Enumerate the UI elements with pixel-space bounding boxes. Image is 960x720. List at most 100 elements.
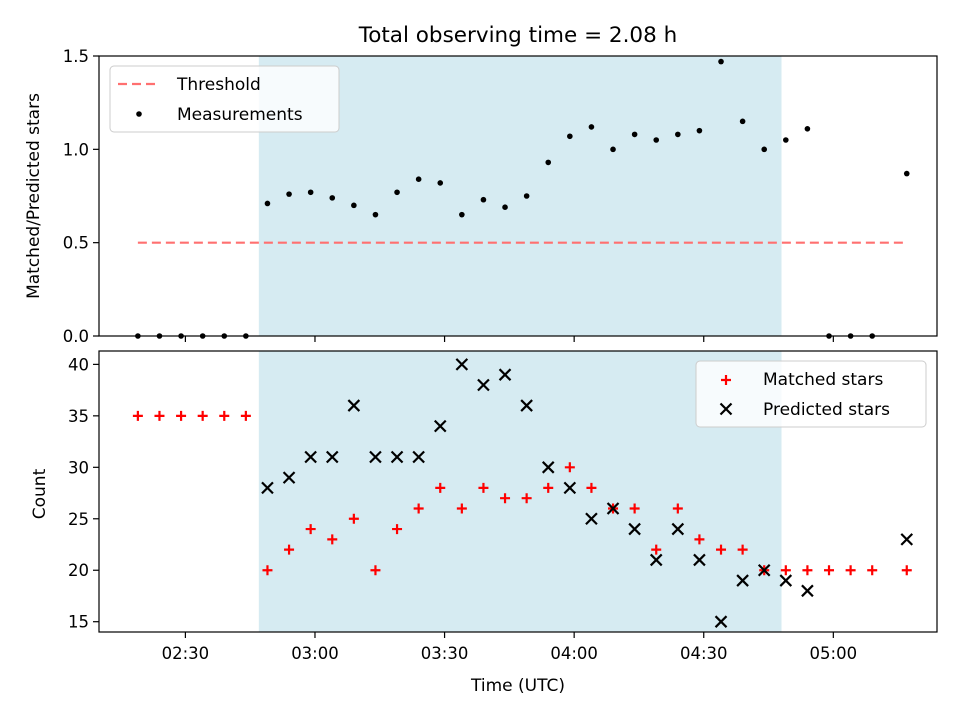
legend-measurement-label: Measurements (177, 105, 303, 125)
predicted-star-marker (520, 399, 533, 412)
matched-star-marker (478, 482, 489, 493)
matched-star-marker (586, 482, 597, 493)
y-tick-label: 1.0 (63, 140, 89, 159)
predicted-star-marker (347, 399, 361, 412)
matched-star-marker (672, 503, 683, 514)
measurement-point (307, 189, 314, 196)
top-panel: Matched/Predicted stars 0.0 0.5 1.0 1.5 Thre… (24, 47, 938, 346)
predicted-star-marker (585, 512, 598, 526)
measurement-point (545, 159, 552, 166)
x-tick-label: 04:00 (550, 644, 598, 663)
legend-matched-swatch (721, 375, 731, 385)
matched-star-marker (737, 544, 748, 555)
y-tick-label: 30 (68, 458, 89, 477)
x-axis-label: Time (UTC) (470, 676, 565, 696)
top-y-axis-label: Matched/Predicted stars (24, 93, 44, 299)
predicted-star-marker (455, 358, 469, 371)
matched-star-marker (901, 565, 912, 576)
predicted-star-marker (433, 419, 447, 433)
y-tick-label: 25 (68, 510, 89, 529)
predicted-star-marker (325, 450, 339, 464)
measurement-point (653, 137, 660, 143)
y-tick-label: 0.5 (63, 234, 89, 253)
legend-predicted-swatch (719, 402, 733, 416)
legend-predicted-label: Predicted stars (763, 400, 890, 420)
predicted-star-marker (714, 615, 728, 628)
y-tick-label: 0.0 (63, 327, 89, 346)
measurement-point (286, 191, 292, 197)
measurement-point (502, 204, 508, 210)
matched-star-marker (564, 462, 575, 473)
matched-star-marker (262, 565, 273, 576)
matched-star-marker (716, 544, 727, 555)
measurement-point (739, 118, 746, 125)
measurement-point (761, 146, 768, 153)
measurement-point (372, 211, 379, 218)
predicted-star-marker (412, 450, 425, 464)
measurement-point (696, 127, 703, 134)
axes-frame (98, 350, 938, 633)
predicted-star-marker (369, 450, 382, 464)
measurement-point (588, 124, 595, 130)
matched-star-marker (154, 410, 165, 421)
predicted-star-marker (693, 553, 706, 567)
matched-star-marker (824, 565, 835, 576)
x-tick-label: 04:30 (680, 644, 728, 663)
matched-star-marker (197, 410, 208, 421)
y-tick-label: 40 (68, 355, 89, 374)
measurement-point (415, 176, 422, 182)
bottom-panel: Count 15 20 25 30 35 40 02:30 03:00 03:30 04:00 04… (30, 350, 938, 663)
observing-span (258, 351, 782, 632)
matched-star-marker (845, 565, 856, 576)
legend-measurement-swatch (136, 111, 142, 117)
matched-star-marker (435, 482, 446, 493)
measurement-point (804, 126, 811, 132)
matched-star-marker (521, 493, 532, 504)
y-tick-label: 35 (68, 407, 89, 426)
x-tick-label: 02:30 (162, 644, 210, 663)
predicted-star-marker (671, 522, 685, 536)
legend: Matched stars Predicted stars (695, 360, 927, 428)
predicted-star-marker (498, 368, 512, 381)
predicted-star-marker (477, 378, 490, 392)
matched-star-marker (629, 503, 640, 514)
measurement-point (631, 131, 638, 138)
measurement-point (394, 189, 400, 196)
predicted-star-marker (649, 553, 663, 567)
y-tick-label: 15 (68, 613, 89, 632)
matched-star-marker (240, 410, 251, 421)
predicted-star-marker (900, 533, 914, 546)
matched-star-marker (500, 493, 511, 504)
bottom-y-axis-label: Count (30, 468, 50, 519)
measurement-point (783, 137, 789, 143)
matched-star-marker (651, 544, 662, 555)
predicted-star-marker (628, 522, 641, 536)
measurement-point (718, 58, 724, 65)
legend-threshold-label: Threshold (176, 75, 261, 95)
observing-span (258, 56, 782, 336)
legend: Threshold Measurements (109, 65, 340, 133)
matched-star-marker (802, 565, 813, 576)
measurement-point (610, 146, 616, 153)
matched-star-marker (370, 565, 381, 576)
matched-star-marker (694, 534, 705, 545)
legend-box (695, 360, 927, 428)
predicted-star-marker (757, 563, 771, 577)
predicted-star-marker (606, 502, 620, 515)
measurement-point (523, 193, 530, 199)
y-tick-label: 20 (68, 561, 89, 580)
measurement-point (903, 170, 910, 177)
axes-frame (98, 55, 938, 337)
predicted-star-marker (736, 574, 749, 587)
predicted-star-marker (261, 481, 274, 495)
measurement-point (675, 131, 681, 138)
x-tick-label: 05:00 (810, 644, 858, 663)
measurement-point (264, 200, 271, 207)
x-tick-label: 03:30 (421, 644, 469, 663)
figure-title: Total observing time = 2.08 h (358, 23, 678, 48)
matched-star-marker (327, 534, 338, 545)
measurement-point (351, 202, 357, 209)
matched-star-marker (348, 513, 359, 524)
matched-star-marker (780, 565, 791, 576)
